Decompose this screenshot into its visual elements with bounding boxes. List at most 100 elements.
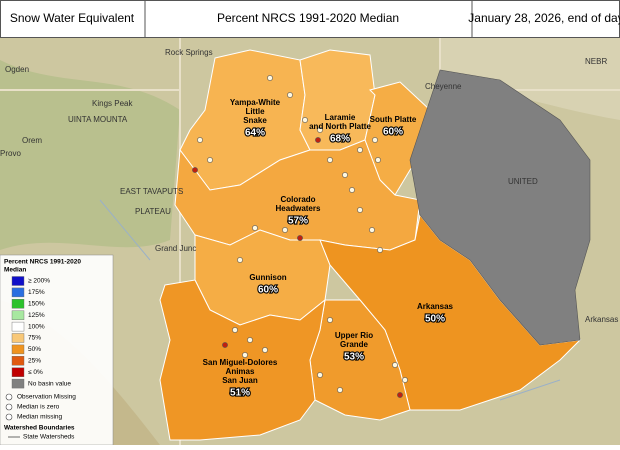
place-label: UNITED [508, 177, 538, 186]
station [242, 352, 248, 358]
place-label: UINTA MOUNTA [68, 115, 128, 124]
basin-name: Grande [340, 340, 369, 349]
basin-name: San Miguel-Dolores [203, 358, 278, 367]
legend-swatch [11, 287, 25, 298]
basin [159, 279, 326, 441]
station [402, 377, 408, 383]
station [337, 387, 343, 393]
station [247, 337, 253, 343]
place-label: Provo [0, 149, 21, 158]
basin-name: San Juan [222, 376, 258, 385]
basin-name: Upper Rio [335, 331, 373, 340]
place-label: Grand Junc [155, 244, 196, 253]
basins [159, 49, 582, 441]
station [232, 327, 238, 333]
station [369, 227, 375, 233]
basin-percent: 64% [245, 128, 265, 139]
no-data-region [409, 69, 591, 346]
legend-swatch [11, 333, 25, 343]
legend-swatch [11, 310, 25, 320]
legend-label: No basin value [28, 380, 71, 387]
legend-swatch [11, 378, 25, 389]
station [237, 257, 243, 263]
station [287, 92, 293, 98]
place-label: Rock Springs [165, 48, 213, 57]
legend-swatch [11, 276, 25, 286]
basin-percent: 57% [288, 216, 308, 227]
place-label: Ogden [5, 65, 29, 74]
station [282, 227, 288, 233]
station [375, 157, 381, 163]
legend-label: ≤ 0% [28, 369, 43, 376]
station [317, 127, 323, 133]
legend-swatch [11, 299, 25, 309]
legend-symbol [5, 393, 13, 401]
legend-subtitle: Watershed Boundaries [4, 425, 75, 432]
station [377, 247, 383, 253]
legend-label: 125% [28, 312, 45, 319]
station [302, 117, 308, 123]
place-label: Kings Peak [92, 99, 133, 108]
legend-title: Percent NRCS 1991-2020 [4, 259, 81, 266]
station [327, 157, 333, 163]
basin-name: South Platte [370, 115, 417, 124]
basin-name: Yampa-White [230, 98, 281, 107]
basin-percent: 68% [330, 134, 350, 145]
station [207, 157, 213, 163]
station [397, 392, 403, 398]
basin [364, 81, 431, 196]
station [349, 187, 355, 193]
legend-label: Median is zero [17, 404, 60, 411]
legend-swatch [11, 321, 25, 332]
station [192, 167, 198, 173]
place-label: Orem [22, 136, 42, 145]
legend-label: 150% [28, 301, 45, 308]
basin-name: Snake [243, 116, 267, 125]
station [392, 362, 398, 368]
station [315, 137, 321, 143]
basin-percent: 51% [230, 388, 250, 399]
place-label: PLATEAU [135, 207, 171, 216]
place-label: Cheyenne [425, 82, 462, 91]
legend-label: ≥ 200% [28, 278, 50, 285]
legend-symbol [5, 403, 13, 411]
header-center: Percent NRCS 1991-2020 Median [217, 11, 399, 25]
station [222, 342, 228, 348]
legend-swatch [11, 356, 25, 366]
station [357, 147, 363, 153]
header-left: Snow Water Equivalent [10, 11, 135, 25]
legend-label: State Watersheds [23, 434, 75, 441]
legend-swatch [11, 344, 25, 355]
legend-label: 50% [28, 346, 41, 353]
basin-name: Headwaters [276, 204, 321, 213]
place-label: EAST TAVAPUTS [120, 187, 183, 196]
place-label: Arkansas [585, 315, 618, 324]
station [372, 137, 378, 143]
legend-swatch [11, 367, 25, 377]
legend-symbol [5, 413, 13, 421]
station [267, 75, 273, 81]
basin-percent: 53% [344, 352, 364, 363]
legend-title: Median [4, 267, 26, 274]
station [197, 137, 203, 143]
basin-name: Arkansas [417, 302, 454, 311]
station [327, 317, 333, 323]
station [297, 235, 303, 241]
basin-name: Little [245, 107, 265, 116]
stations [192, 75, 408, 398]
station [317, 372, 323, 378]
legend-label: 75% [28, 335, 41, 342]
header-box [0, 0, 620, 38]
header-right: January 28, 2026, end of day [468, 11, 620, 25]
basin-percent: 60% [383, 127, 403, 138]
station [252, 225, 258, 231]
station [262, 347, 268, 353]
station [357, 207, 363, 213]
basin-percent: 60% [258, 285, 278, 296]
basin-name: Animas [226, 367, 255, 376]
basin-percent: 50% [425, 314, 445, 325]
legend-label: Median missing [17, 414, 63, 421]
legend-label: 25% [28, 358, 41, 365]
